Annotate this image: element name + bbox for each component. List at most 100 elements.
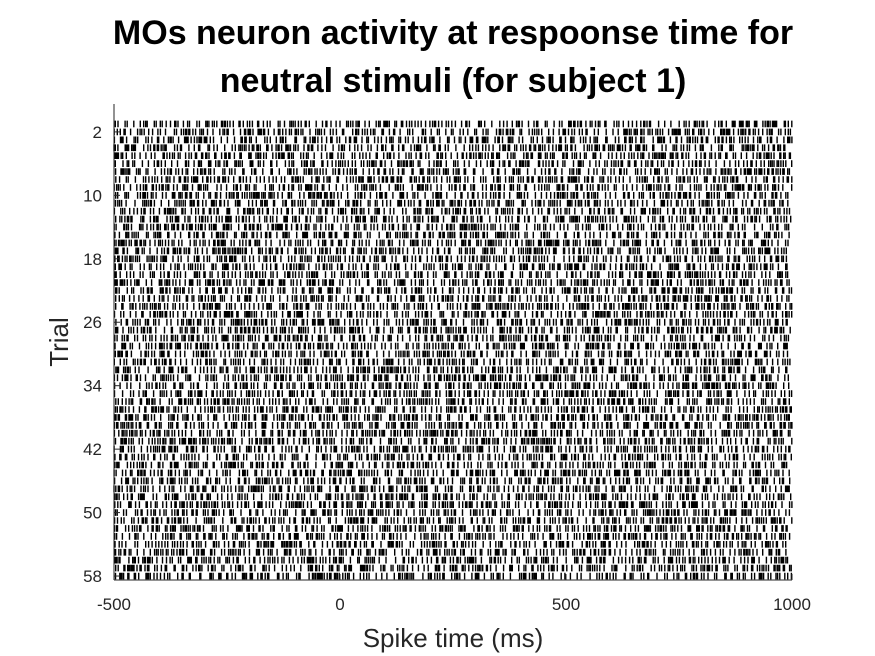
trial-row	[113, 184, 793, 191]
x-tick-label: 500	[552, 595, 580, 614]
spike-train	[113, 477, 791, 485]
spike-train	[114, 160, 793, 167]
trial-row	[115, 318, 788, 326]
spike-train	[114, 279, 790, 286]
trial-row	[114, 120, 793, 128]
spike-train	[115, 192, 789, 199]
trial-row	[113, 525, 788, 532]
spike-train	[113, 382, 790, 389]
trial-row	[114, 509, 791, 516]
spike-train	[114, 120, 793, 128]
x-tick-label: 0	[335, 595, 344, 614]
spike-train	[114, 152, 792, 159]
spike-train	[115, 398, 790, 405]
spike-train	[114, 437, 793, 445]
spike-train	[114, 342, 788, 350]
y-tick-label: 26	[83, 313, 102, 332]
trial-row	[113, 358, 791, 366]
spike-train	[114, 501, 793, 508]
trial-row	[114, 541, 787, 548]
spike-train	[113, 429, 791, 437]
spike-train	[114, 168, 791, 175]
y-tick-label: 50	[83, 504, 102, 523]
trial-row	[113, 556, 789, 564]
trial-row	[113, 445, 791, 453]
spike-train	[113, 422, 793, 429]
spike-train	[113, 239, 789, 247]
spike-train	[115, 366, 788, 374]
x-axis-label: Spike time (ms)	[363, 623, 544, 653]
spike-train	[115, 176, 793, 183]
trial-row	[114, 414, 790, 421]
spike-train	[113, 548, 787, 556]
spike-train	[115, 295, 790, 302]
trial-row	[113, 548, 787, 556]
trial-row	[115, 295, 790, 302]
trial-row	[114, 231, 790, 239]
spike-train	[113, 223, 790, 231]
trial-row	[115, 192, 789, 199]
spike-train	[114, 231, 790, 239]
chart-title-line-1: MOs neuron activity at respoonse time fo…	[113, 14, 793, 52]
trial-row	[114, 247, 787, 255]
spike-train	[115, 287, 793, 294]
spike-train	[113, 311, 793, 318]
spike-train	[114, 541, 787, 548]
spike-train	[114, 263, 788, 271]
spike-train	[115, 318, 788, 326]
spike-train	[114, 255, 788, 263]
y-tick-label: 34	[83, 377, 102, 396]
trial-row	[114, 199, 789, 207]
spike-train	[114, 350, 789, 358]
trial-row	[114, 255, 788, 263]
trial-row	[113, 493, 792, 501]
spike-train	[113, 184, 793, 191]
spike-train	[113, 485, 790, 493]
spike-train	[115, 303, 793, 310]
trial-row	[113, 136, 793, 144]
trial-row	[113, 429, 791, 437]
spike-train	[113, 358, 791, 366]
trial-row	[115, 564, 792, 572]
trial-row	[114, 406, 792, 413]
chart-title-line-2: neutral stimuli (for subject 1)	[220, 62, 687, 100]
trial-row	[114, 160, 793, 167]
trial-row	[114, 501, 793, 508]
trial-row	[113, 128, 792, 136]
spike-train	[115, 215, 792, 223]
spike-train	[114, 406, 792, 413]
trial-row	[114, 263, 788, 271]
spike-train	[113, 374, 789, 382]
trial-row	[114, 461, 788, 469]
spike-train	[113, 525, 788, 532]
trial-row	[113, 485, 790, 493]
spike-train	[113, 390, 793, 397]
y-tick-label: 58	[83, 567, 102, 586]
spike-train	[114, 199, 789, 207]
spike-train	[115, 326, 791, 334]
x-tick-label: -500	[97, 595, 131, 614]
y-tick-label: 42	[83, 440, 102, 459]
trial-row	[115, 215, 792, 223]
spike-train	[115, 564, 792, 572]
trial-row	[113, 311, 793, 318]
y-tick-label: 2	[93, 123, 102, 142]
trial-row	[113, 477, 791, 485]
spike-train	[113, 207, 791, 215]
trial-row	[113, 223, 790, 231]
trial-row	[115, 176, 793, 183]
spike-train	[114, 461, 788, 469]
trial-row	[114, 342, 788, 350]
trial-row	[115, 366, 788, 374]
trial-row	[113, 374, 789, 382]
trial-row	[114, 350, 789, 358]
trial-row	[114, 334, 790, 342]
spike-train	[113, 136, 793, 144]
trial-row	[114, 279, 790, 286]
trial-row	[114, 152, 792, 159]
trial-row	[113, 469, 790, 477]
spike-train	[113, 144, 786, 152]
trial-row	[115, 287, 793, 294]
spike-train	[114, 509, 791, 516]
